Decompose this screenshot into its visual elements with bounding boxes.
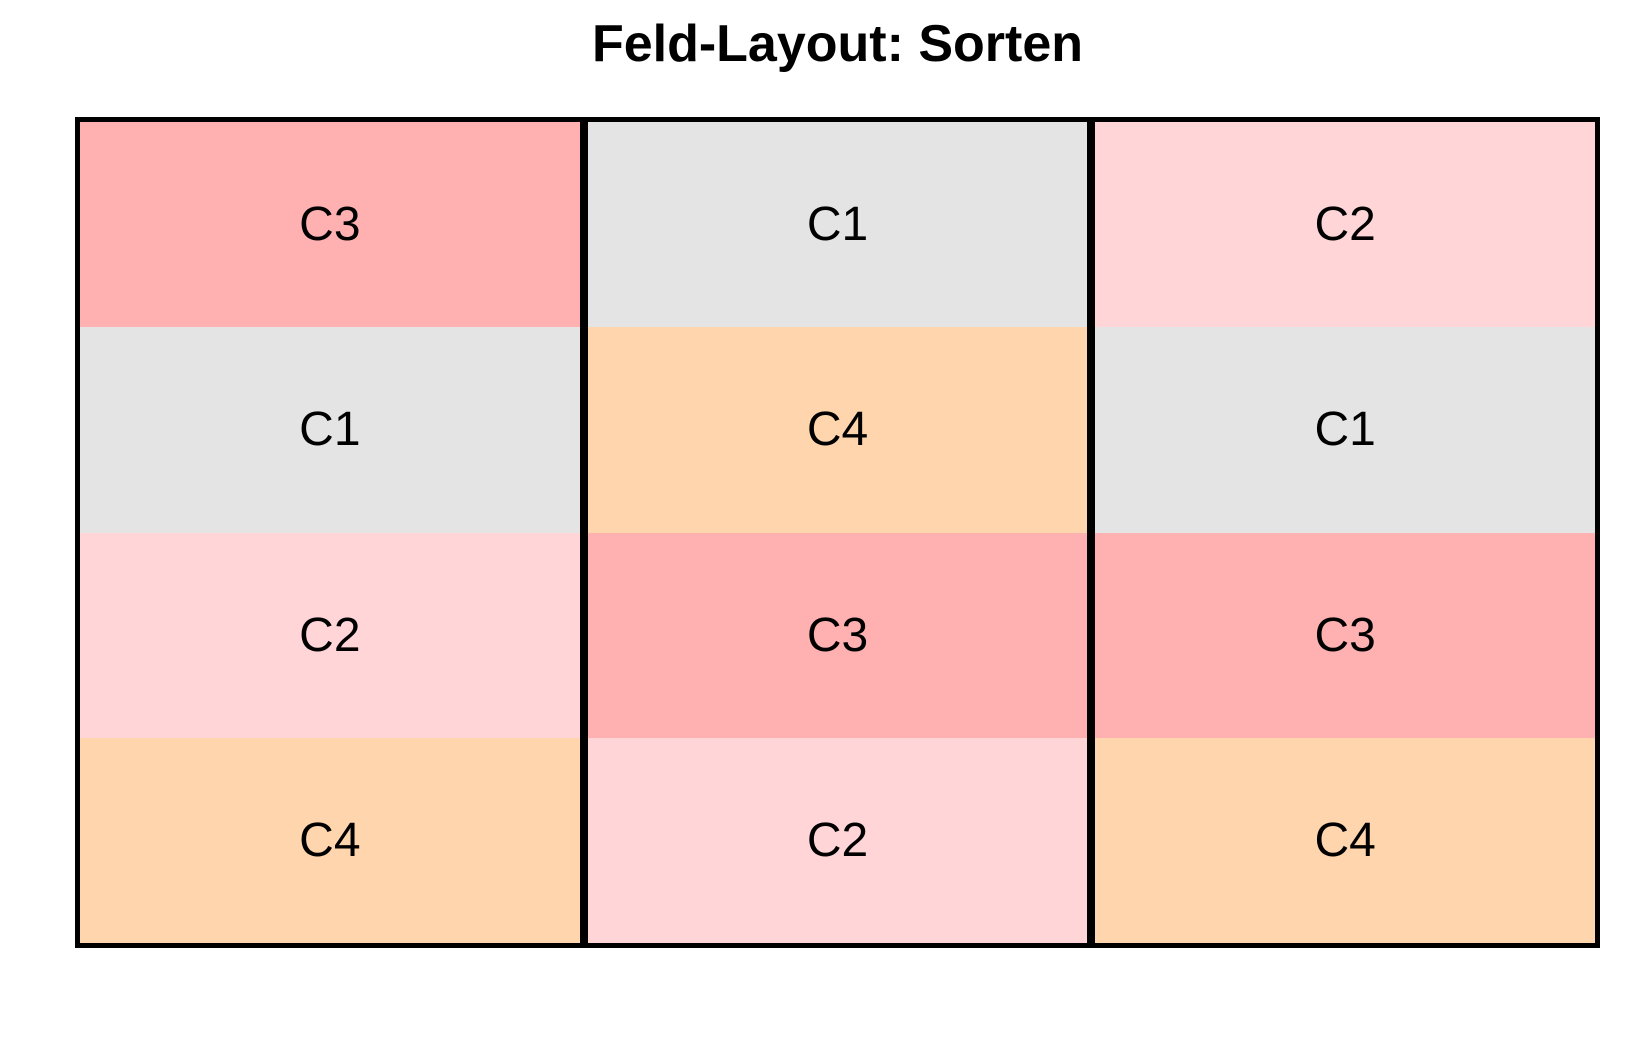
field-cell-col3-row1: C2: [1095, 122, 1596, 328]
field-cell-col2-row4: C2: [587, 737, 1088, 943]
plot-title: Feld-Layout: Sorten: [591, 15, 1084, 73]
column-divider: [1087, 122, 1096, 943]
cell-label: C3: [299, 198, 361, 252]
field-cell-col2-row3: C3: [587, 532, 1088, 738]
cell-label: C4: [299, 813, 361, 867]
field-cell-col1-row2: C1: [80, 327, 580, 533]
field-grid: C3 C1 C2 C4 C1 C4 C3 C2 C2 C1 C3 C4: [75, 117, 1600, 948]
field-cell-col2-row2: C4: [587, 327, 1088, 533]
field-column-3: C2 C1 C3 C4: [1095, 122, 1596, 943]
field-cell-col1-row1: C3: [80, 122, 580, 328]
cell-label: C4: [806, 403, 869, 457]
column-divider: [579, 122, 588, 943]
field-cell-col2-row1: C1: [587, 122, 1088, 328]
cell-label: C3: [1314, 608, 1376, 662]
field-column-2: C1 C4 C3 C2: [587, 122, 1088, 943]
field-cell-col3-row4: C4: [1095, 737, 1596, 943]
cell-label: C1: [299, 403, 361, 457]
cell-label: C1: [806, 198, 869, 252]
field-cell-col1-row3: C2: [80, 532, 580, 738]
cell-label: C2: [299, 608, 361, 662]
field-cell-col3-row3: C3: [1095, 532, 1596, 738]
cell-label: C3: [806, 608, 869, 662]
field-cell-col1-row4: C4: [80, 737, 580, 943]
field-column-1: C3 C1 C2 C4: [80, 122, 580, 943]
cell-label: C1: [1314, 403, 1376, 457]
cell-label: C2: [1314, 198, 1376, 252]
field-cell-col3-row2: C1: [1095, 327, 1596, 533]
cell-label: C2: [806, 813, 869, 867]
cell-label: C4: [1314, 813, 1376, 867]
